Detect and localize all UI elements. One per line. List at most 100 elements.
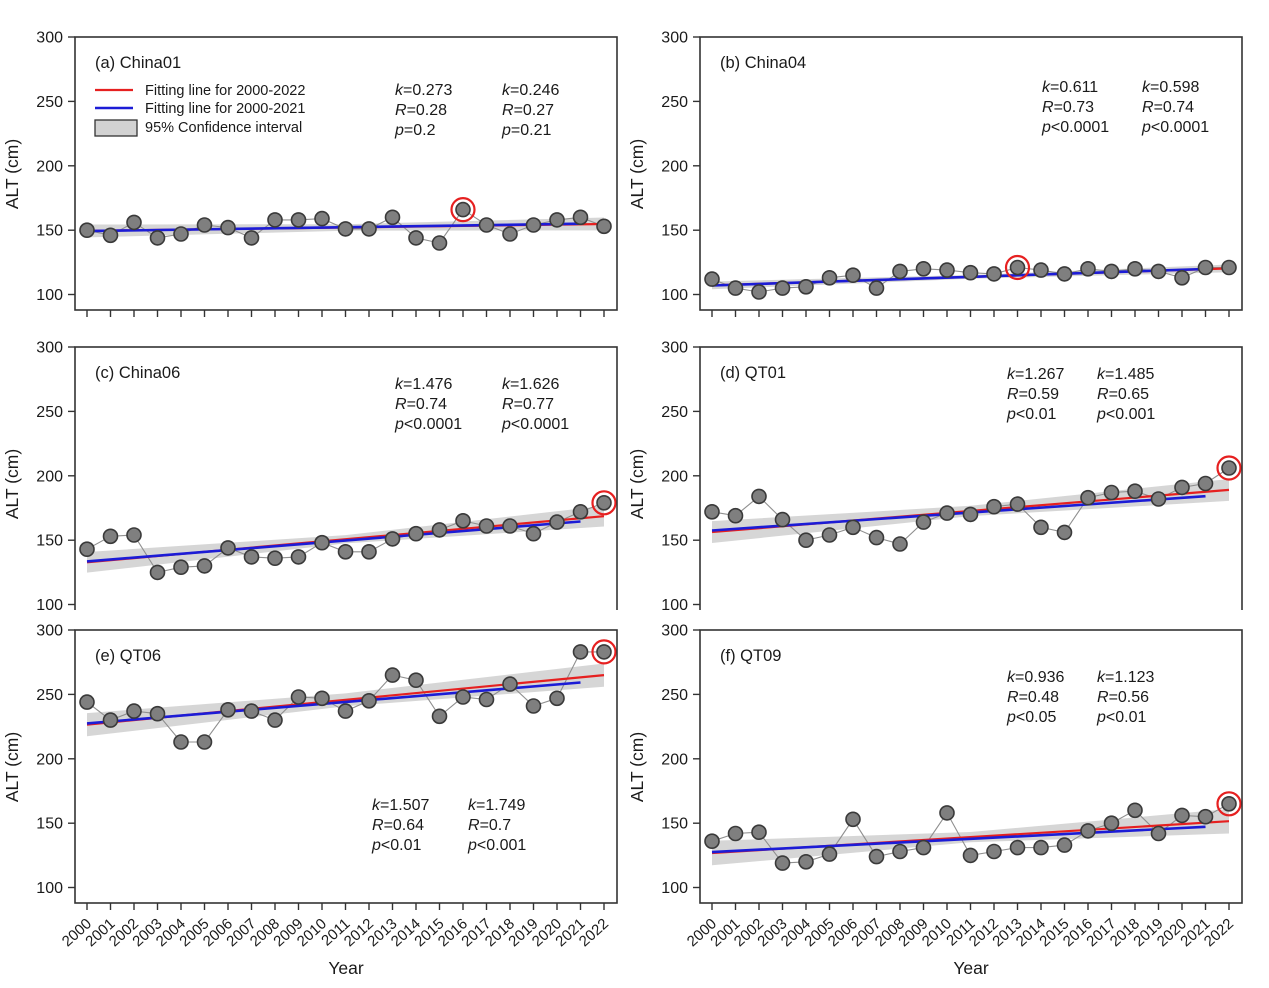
svg-text:300: 300 <box>661 30 688 47</box>
stats-2000-2021: k=1.476 <box>395 376 452 393</box>
svg-text:150: 150 <box>661 223 688 240</box>
svg-text:Fitting line for 2000-2022: Fitting line for 2000-2022 <box>145 83 305 99</box>
stats-2000-2021: R=0.48 <box>1007 689 1059 706</box>
svg-text:250: 250 <box>661 94 688 111</box>
svg-text:300: 300 <box>661 623 688 640</box>
y-axis-title: ALT (cm) <box>627 449 647 519</box>
svg-text:250: 250 <box>36 94 63 111</box>
stats-2000-2022: R=0.56 <box>1097 689 1149 706</box>
y-axis-ticks: 100 150 200 250 300 <box>36 623 75 897</box>
stats-2000-2021: R=0.64 <box>372 817 424 834</box>
svg-text:150: 150 <box>661 816 688 833</box>
panel-c: 100 150 200 250 300 ALT (cm) (c) China06 k=1.47… <box>2 340 618 610</box>
fit-line-2000-2021 <box>711 825 1206 854</box>
svg-text:200: 200 <box>36 158 63 175</box>
stats-2000-2022: k=1.749 <box>468 797 525 814</box>
data-markers <box>704 460 1237 552</box>
legend: Fitting line for 2000-2022 Fitting line f… <box>94 83 305 137</box>
data-markers <box>704 259 1237 300</box>
plot-frame <box>699 346 1243 610</box>
highlight-circle <box>591 490 617 516</box>
highlight-circle <box>1216 455 1242 481</box>
stats-2000-2022: R=0.7 <box>468 817 511 834</box>
x-axis-ticks <box>711 310 1230 317</box>
stats-2000-2022: k=0.246 <box>502 82 559 99</box>
y-axis-title: ALT (cm) <box>2 449 22 519</box>
svg-text:250: 250 <box>661 404 688 421</box>
stats-2000-2022: p=0.21 <box>501 122 551 139</box>
y-axis-ticks: 100 150 200 250 300 <box>661 340 700 610</box>
stats-2000-2021: p=0.2 <box>394 122 436 139</box>
stats-2000-2021: k=0.936 <box>1007 669 1064 686</box>
svg-text:300: 300 <box>36 30 63 47</box>
fit-line-2000-2021 <box>711 267 1206 287</box>
stats-2000-2021: k=1.507 <box>372 797 429 814</box>
x-axis-ticks <box>86 310 605 317</box>
stats-2000-2022: R=0.65 <box>1097 386 1149 403</box>
svg-text:300: 300 <box>661 340 688 357</box>
y-axis-title: ALT (cm) <box>627 732 647 802</box>
highlight-circle <box>591 639 617 665</box>
x-axis-ticks: 2000200120022003200420052006200720082009… <box>684 903 1237 950</box>
fit-line-2000-2021 <box>86 520 581 563</box>
svg-text:Fitting line for 2000-2021: Fitting line for 2000-2021 <box>145 101 305 117</box>
data-markers <box>79 201 612 251</box>
stats-2000-2022: p<0.001 <box>1096 406 1155 423</box>
plot-frame <box>74 346 618 610</box>
panel-title: (b) China04 <box>720 54 806 72</box>
fit-line-2000-2021 <box>711 494 1206 532</box>
y-axis-ticks: 100 150 200 250 300 <box>36 30 75 304</box>
panel-title: (a) China01 <box>95 54 181 72</box>
stats-2000-2022: R=0.74 <box>1142 99 1194 116</box>
svg-text:100: 100 <box>661 287 688 304</box>
svg-text:100: 100 <box>36 597 63 610</box>
svg-text:150: 150 <box>36 533 63 550</box>
plot-frame <box>74 629 618 904</box>
panel-a: 100 150 200 250 300 ALT (cm) (a) China01 k=0.27… <box>2 30 618 317</box>
svg-text:300: 300 <box>36 340 63 357</box>
panel-e: 100 150 200 250 300 2000200120022003200420052… <box>2 623 618 978</box>
stats-2000-2021: p<0.01 <box>1006 406 1056 423</box>
stats-2000-2022: R=0.77 <box>502 396 554 413</box>
svg-text:200: 200 <box>661 158 688 175</box>
highlight-circle <box>450 197 476 223</box>
x-axis-title: Year <box>328 958 364 978</box>
svg-text:200: 200 <box>661 468 688 485</box>
svg-text:300: 300 <box>36 623 63 640</box>
stats-2000-2021: p<0.0001 <box>394 416 462 433</box>
panel-title: (c) China06 <box>95 364 180 382</box>
y-axis-ticks: 100 150 200 250 300 <box>661 623 700 897</box>
data-markers <box>79 495 612 581</box>
svg-text:200: 200 <box>661 751 688 768</box>
stats-2000-2021: R=0.74 <box>395 396 447 413</box>
panel-title: (d) QT01 <box>720 364 786 382</box>
y-axis-ticks: 100 150 200 250 300 <box>661 30 700 304</box>
svg-text:150: 150 <box>36 223 63 240</box>
svg-text:200: 200 <box>36 468 63 485</box>
y-axis-title: ALT (cm) <box>2 139 22 209</box>
svg-text:100: 100 <box>661 597 688 610</box>
panel-f: 100 150 200 250 300 2000200120022003200420052… <box>627 623 1243 978</box>
stats-2000-2021: k=1.267 <box>1007 366 1064 383</box>
panel-title: (e) QT06 <box>95 647 161 665</box>
svg-text:95% Confidence interval: 95% Confidence interval <box>145 120 302 136</box>
svg-text:250: 250 <box>36 687 63 704</box>
svg-text:200: 200 <box>36 751 63 768</box>
panel-d: 100 150 200 250 300 ALT (cm) (d) QT01 k=1.267 R=… <box>627 340 1243 610</box>
stats-2000-2021: p<0.01 <box>371 837 421 854</box>
svg-text:100: 100 <box>661 880 688 897</box>
stats-2000-2021: k=0.611 <box>1042 79 1098 96</box>
stats-2000-2022: p<0.01 <box>1096 709 1146 726</box>
x-axis-ticks: 2000200120022003200420052006200720082009… <box>59 903 612 950</box>
stats-2000-2022: R=0.27 <box>502 102 554 119</box>
svg-text:250: 250 <box>36 404 63 421</box>
stats-2000-2021: R=0.28 <box>395 102 447 119</box>
stats-2000-2021: p<0.05 <box>1006 709 1056 726</box>
fit-line-2000-2021 <box>86 222 581 233</box>
stats-2000-2022: k=1.626 <box>502 376 559 393</box>
stats-2000-2022: p<0.0001 <box>501 416 569 433</box>
svg-text:150: 150 <box>36 816 63 833</box>
y-axis-ticks: 100 150 200 250 300 <box>36 340 75 610</box>
stats-2000-2022: p<0.001 <box>467 837 526 854</box>
